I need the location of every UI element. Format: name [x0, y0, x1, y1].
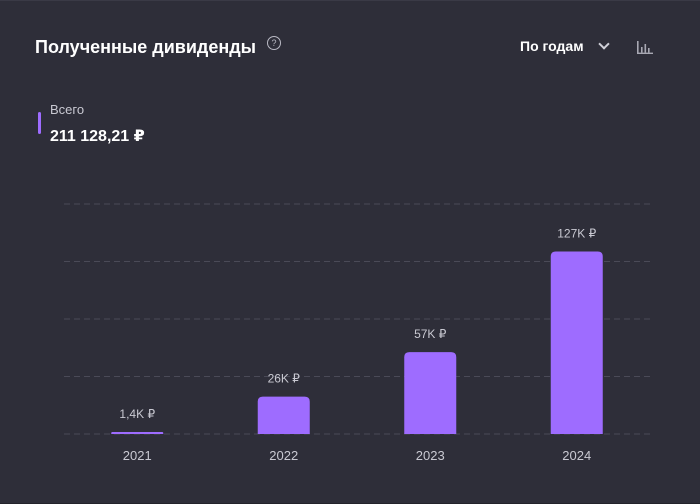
data-label-2024: 127K ₽ [557, 226, 596, 240]
data-label-2021: 1,4K ₽ [119, 407, 155, 421]
data-label-2022: 26K ₽ [268, 372, 301, 386]
total-marker [38, 112, 41, 134]
x-tick-2021: 2021 [123, 448, 152, 463]
bar-2024 [550, 251, 603, 434]
x-tick-2022: 2022 [269, 448, 298, 463]
x-tick-2024: 2024 [562, 448, 591, 463]
card-title: Полученные дивиденды [35, 37, 257, 57]
bar-chart-icon[interactable] [636, 39, 654, 55]
period-select-label: По годам [520, 38, 584, 54]
bar-2022 [257, 396, 310, 434]
data-label-2023: 57K ₽ [414, 327, 447, 341]
bar-2021 [111, 431, 164, 434]
x-tick-2023: 2023 [416, 448, 445, 463]
bar-2023 [404, 352, 457, 434]
question-circle-icon[interactable]: ? [267, 36, 281, 50]
total-value: 211 128,21 ₽ [50, 128, 145, 145]
period-select[interactable]: По годам [520, 38, 610, 54]
total-label: Всего [50, 102, 85, 117]
